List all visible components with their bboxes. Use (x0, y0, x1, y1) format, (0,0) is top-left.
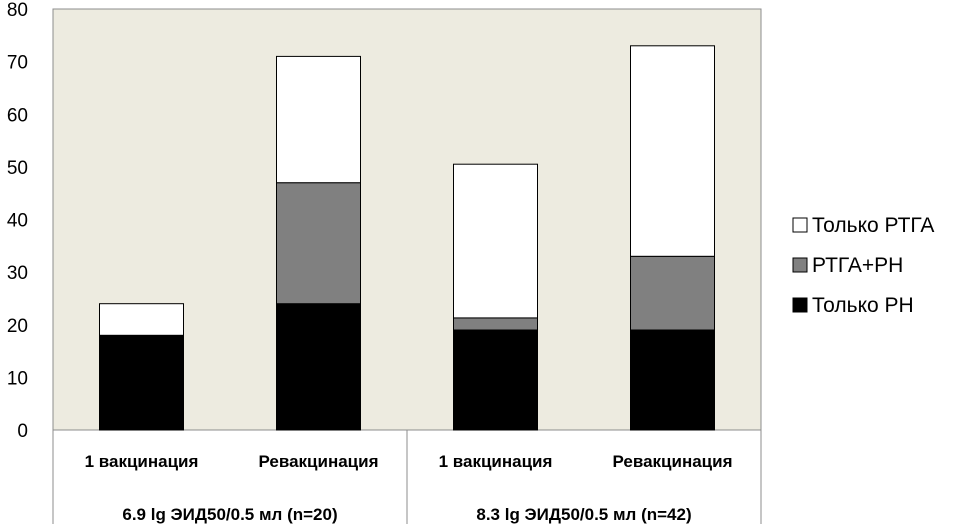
bar-segment (630, 255, 715, 331)
bar-segment (99, 303, 184, 336)
legend-label: Только РТГА (812, 214, 934, 237)
category-label: Ревакцинация (612, 452, 732, 471)
bar-segment (453, 163, 538, 319)
y-tick-label: 40 (7, 211, 28, 232)
bars-layer (99, 45, 715, 431)
legend: Только РТГА РТГА+РН Только РН (792, 214, 934, 317)
y-tick-label: 60 (7, 105, 28, 126)
legend-label: Только РН (812, 294, 914, 317)
bar-segment (630, 329, 715, 431)
bar-segment (276, 303, 361, 431)
y-tick-label: 70 (7, 53, 28, 74)
legend-swatch (792, 297, 808, 313)
y-tick-label: 10 (7, 368, 28, 389)
bar-segment (99, 334, 184, 431)
bar-segment (453, 317, 538, 331)
bar-segment (630, 45, 715, 257)
category-axis-frame (52, 430, 762, 524)
legend-swatch (792, 257, 808, 273)
group-label: 8.3 lg ЭИД50/0.5 мл (n=42) (476, 505, 691, 524)
group-label: 6.9 lg ЭИД50/0.5 мл (n=20) (122, 505, 337, 524)
y-tick-label: 0 (17, 421, 28, 442)
y-tick-label: 30 (7, 263, 28, 284)
legend-label: РТГА+РН (812, 254, 903, 277)
category-label: 1 вакцинация (85, 452, 199, 471)
axes-layer: 0 10 20 30 40 50 60 70 80 1 вакцинация Ревакцинаци… (7, 0, 762, 524)
bar-segment (276, 55, 361, 184)
category-label: 1 вакцинация (439, 452, 553, 471)
bar-segment (276, 182, 361, 305)
legend-swatch (792, 217, 808, 233)
category-label: Ревакцинация (258, 452, 378, 471)
y-tick-label: 20 (7, 316, 28, 337)
bar-segment (453, 329, 538, 431)
y-tick-label: 80 (7, 0, 28, 21)
y-tick-label: 50 (7, 158, 28, 179)
